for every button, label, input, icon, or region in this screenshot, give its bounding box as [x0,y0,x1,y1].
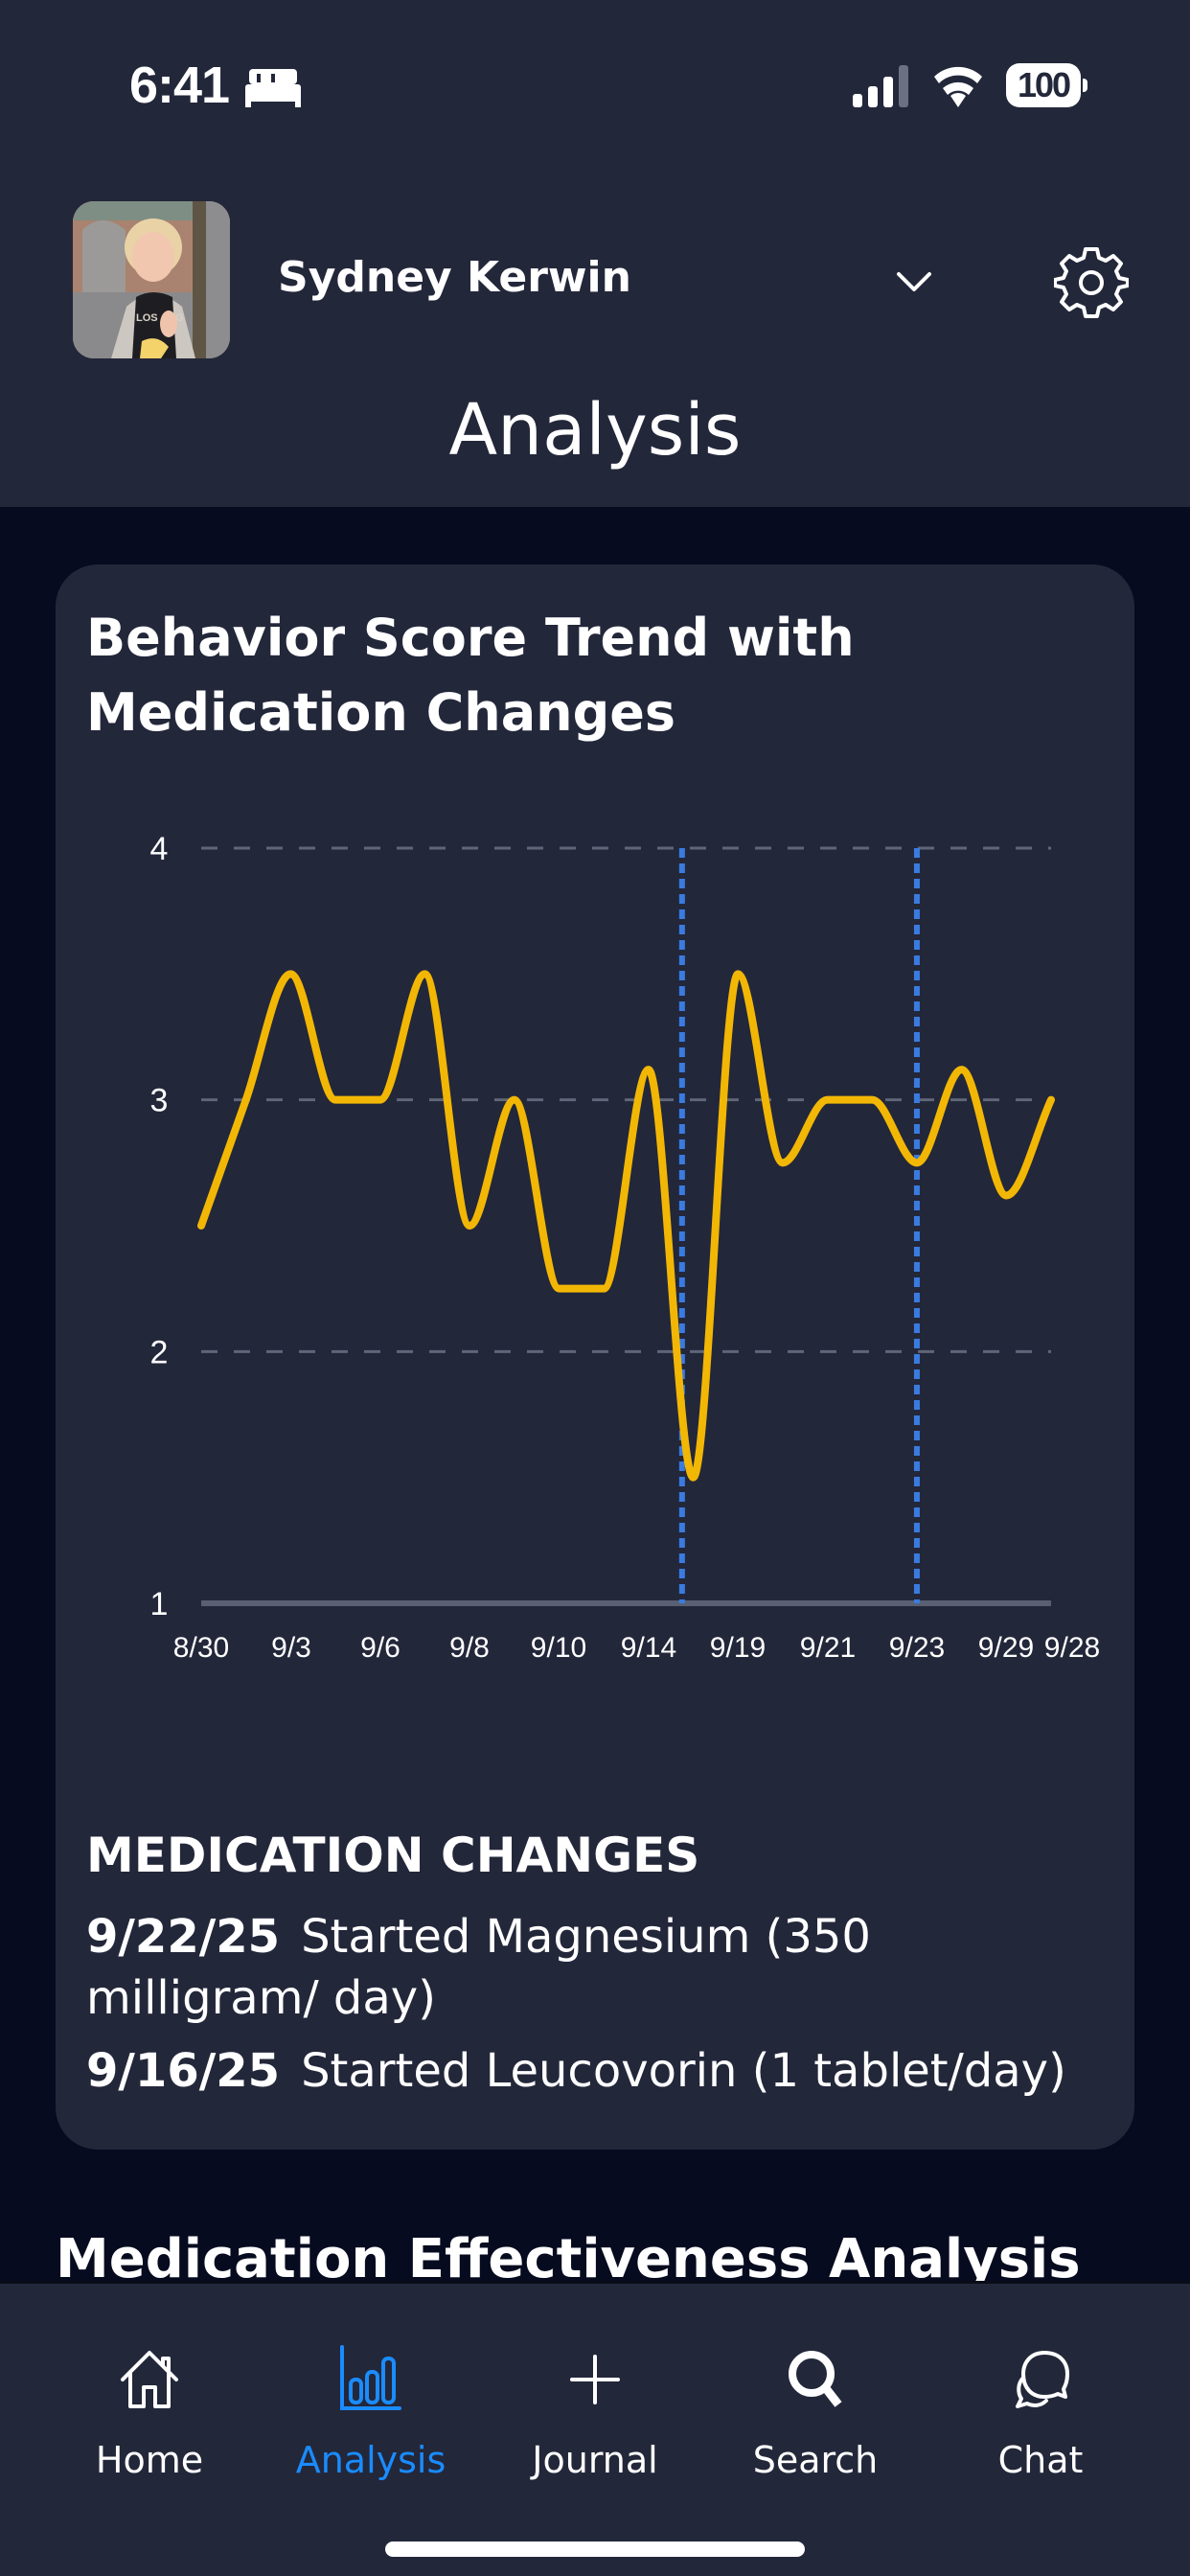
behavior-score-line [197,970,1055,1482]
tab-label: Journal [532,2439,658,2481]
medication-change-item: 9/16/25 Started Leucovorin (1 tablet/day) [86,2040,1111,2102]
bottom-tab-bar: Home Analysis Journal Search Chat [0,2281,1190,2576]
behavior-score-chart: 1 2 3 4 8/30 9/3 9/6 9/8 9/10 9/14 9/19 9/21 9/23 9/2… [150,831,1101,1664]
page-title: Analysis [448,389,742,472]
x-tick-label: 9/3 [271,1632,311,1664]
chevron-down-icon[interactable] [893,266,935,297]
x-tick-label: 9/14 [621,1632,676,1664]
tab-label: Analysis [295,2439,446,2481]
avatar-photo: LOS ANG [73,201,230,358]
tab-analysis[interactable]: Analysis [275,2341,467,2485]
tab-label: Search [752,2439,879,2481]
search-icon [789,2351,842,2407]
tab-journal[interactable]: Journal [499,2341,691,2485]
tab-chat[interactable]: Chat [945,2341,1136,2485]
medication-changes-list: 9/22/25 Started Magnesium (350 milligram/… [86,1906,1111,2113]
tab-label: Chat [997,2439,1084,2481]
x-tick-label: 9/23 [889,1632,945,1664]
section-title: Medication Effectiveness Analysis [56,2228,1081,2283]
medication-change-date: 9/16/25 [86,2044,281,2098]
y-tick-label: 4 [150,831,169,867]
tab-label: Home [95,2439,204,2481]
home-indicator[interactable] [385,2542,805,2557]
y-tick-label: 3 [150,1083,169,1119]
tab-home[interactable]: Home [54,2341,245,2485]
battery-tip [1083,79,1087,92]
medication-change-description: Started Magnesium (350 milligram/ day) [86,1910,871,2025]
medication-change-description: Started Leucovorin (1 tablet/day) [301,2044,1066,2098]
wifi-icon [934,66,982,107]
x-tick-label: 9/19 [710,1632,766,1664]
x-tick-label: 8/30 [173,1632,229,1664]
x-tick-label: 9/21 [800,1632,856,1664]
app-header: LOS ANG Sydney Kerwin Analysis [0,176,1190,507]
medication-changes-heading: MEDICATION CHANGES [86,1828,700,1883]
battery-indicator: 100 [1006,63,1087,107]
battery-level: 100 [1006,63,1081,107]
medication-change-item: 9/22/25 Started Magnesium (350 milligram/… [86,1906,1111,2029]
medication-effectiveness-section: Medication Effectiveness Analysis [56,2221,1157,2283]
home-icon [121,2351,178,2408]
x-tick-label: 9/6 [360,1632,400,1664]
behavior-trend-card: Behavior Score Trend with Medication Cha… [56,564,1134,2150]
medication-change-date: 9/22/25 [86,1910,281,1964]
x-tick-label: 9/10 [531,1632,586,1664]
plus-icon [570,2355,620,2404]
cellular-signal-icon [853,65,908,107]
bar-chart-icon [340,2345,401,2410]
x-tick-label: 9/28 [1044,1632,1100,1664]
status-bar: 6:41 100 [0,0,1190,176]
card-title: Behavior Score Trend with Medication Cha… [86,608,855,743]
y-tick-label: 2 [150,1334,169,1370]
gear-icon[interactable] [1054,245,1129,320]
x-tick-label: 9/29 [978,1632,1034,1664]
chat-bubbles-icon [1016,2351,1069,2408]
tab-search[interactable]: Search [720,2341,911,2485]
status-time: 6:41 [129,57,230,114]
bed-icon [245,69,301,107]
avatar[interactable]: LOS ANG [73,201,230,358]
profile-name[interactable]: Sydney Kerwin [278,253,631,302]
x-tick-label: 9/8 [449,1632,490,1664]
y-tick-label: 1 [150,1586,169,1622]
